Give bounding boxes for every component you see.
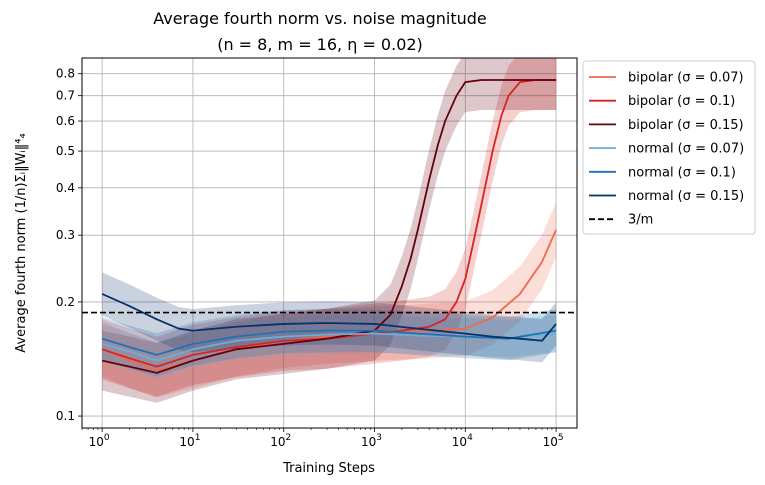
legend-label-7: 3/m — [628, 213, 653, 228]
y-tick-label: 0.6 — [56, 114, 75, 128]
y-tick-label: 0.1 — [56, 409, 75, 423]
legend-label-3: bipolar (σ = 0.15) — [628, 118, 744, 133]
y-tick-label: 0.2 — [56, 295, 75, 309]
y-axis-ticks: 0.1 0.2 0.3 0.4 0.5 0.6 0.7 0.8 — [56, 67, 82, 423]
x-tick-label: 100 — [89, 433, 110, 449]
y-tick-label: 0.8 — [56, 67, 75, 81]
y-axis-label: Average fourth norm (1/n)Σᵢ‖Wᵢ‖⁴₄ — [14, 133, 29, 352]
line-series-6 — [101, 293, 557, 342]
legend-label-1: bipolar (σ = 0.07) — [628, 71, 744, 86]
line-series-2 — [101, 79, 557, 368]
x-tick-label: 101 — [179, 433, 200, 449]
legend: bipolar (σ = 0.07) bipolar (σ = 0.1) bipol… — [582, 60, 756, 235]
line-series-5 — [101, 329, 557, 356]
legend-label-6: normal (σ = 0.15) — [628, 189, 744, 204]
series-lines — [101, 79, 557, 374]
band-series-5 — [102, 309, 557, 377]
legend-label-5: normal (σ = 0.1) — [628, 165, 736, 180]
legend-label-4: normal (σ = 0.07) — [628, 142, 744, 157]
band-series-3 — [102, 58, 557, 403]
y-tick-label: 0.3 — [56, 228, 75, 242]
line-series-3 — [101, 79, 557, 374]
plot-frame — [81, 57, 578, 429]
y-tick-label: 0.7 — [56, 89, 75, 103]
chart-title: Average fourth norm vs. noise magnitude — [153, 9, 487, 28]
x-axis-ticks: 100 101 102 103 104 105 — [81, 428, 564, 449]
chart-subtitle: (n = 8, m = 16, η = 0.02) — [217, 35, 423, 54]
x-tick-label: 102 — [270, 433, 291, 449]
y-tick-label: 0.5 — [56, 144, 75, 158]
legend-box — [582, 60, 756, 235]
legend-label-2: bipolar (σ = 0.1) — [628, 94, 735, 109]
x-tick-label: 104 — [452, 433, 473, 449]
y-tick-label: 0.4 — [56, 181, 75, 195]
x-axis-label: Training Steps — [282, 461, 375, 476]
x-tick-label: 105 — [543, 433, 564, 449]
grid — [82, 58, 577, 428]
band-series-1 — [102, 202, 557, 398]
x-tick-label: 103 — [361, 433, 382, 449]
